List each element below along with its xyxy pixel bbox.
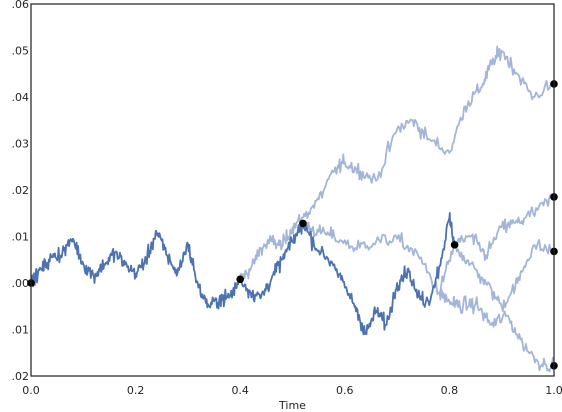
light-path-2 (239, 213, 304, 280)
marker-point-2 (299, 219, 307, 228)
x-tick-label: 1.0 (545, 384, 562, 397)
x-tick-label: 0.4 (231, 384, 249, 397)
paths-group (30, 45, 555, 373)
y-tick-label: .02 (12, 184, 30, 197)
light-path-6 (454, 193, 555, 261)
x-axis-label: Time (278, 399, 306, 412)
x-tick-label: 0.8 (441, 384, 459, 397)
marker-point-3 (450, 241, 459, 249)
y-tick-label: .02 (12, 370, 30, 383)
light-path-3 (302, 45, 555, 219)
markers-group (27, 80, 558, 370)
x-tick-label: 0.0 (22, 384, 40, 397)
dark-path-0 (30, 229, 242, 310)
y-tick-label: .03 (12, 138, 30, 151)
y-tick-label: .00 (12, 277, 30, 290)
x-tick-labels: 0.0 0.2 0.4 0.6 0.8 1.0 (22, 384, 562, 397)
y-tick-label: .01 (12, 324, 30, 337)
light-path-4 (302, 221, 456, 295)
plot-frame (30, 3, 555, 377)
y-tick-label: .05 (12, 45, 30, 58)
y-tick-labels: .02 .01 .00 .01 .02 .03 .04 .05 .06 (12, 0, 30, 383)
dark-path-5 (302, 212, 456, 336)
x-tick-label: 0.2 (127, 384, 145, 397)
y-tick-label: .01 (12, 231, 30, 244)
marker-point-1 (236, 275, 244, 284)
y-tick-label: .04 (12, 91, 30, 104)
light-path-7 (454, 238, 555, 313)
y-tick-label: .06 (12, 0, 30, 11)
light-path-8 (438, 288, 555, 373)
dark-path-1 (239, 221, 304, 303)
x-tick-label: 0.6 (336, 384, 354, 397)
